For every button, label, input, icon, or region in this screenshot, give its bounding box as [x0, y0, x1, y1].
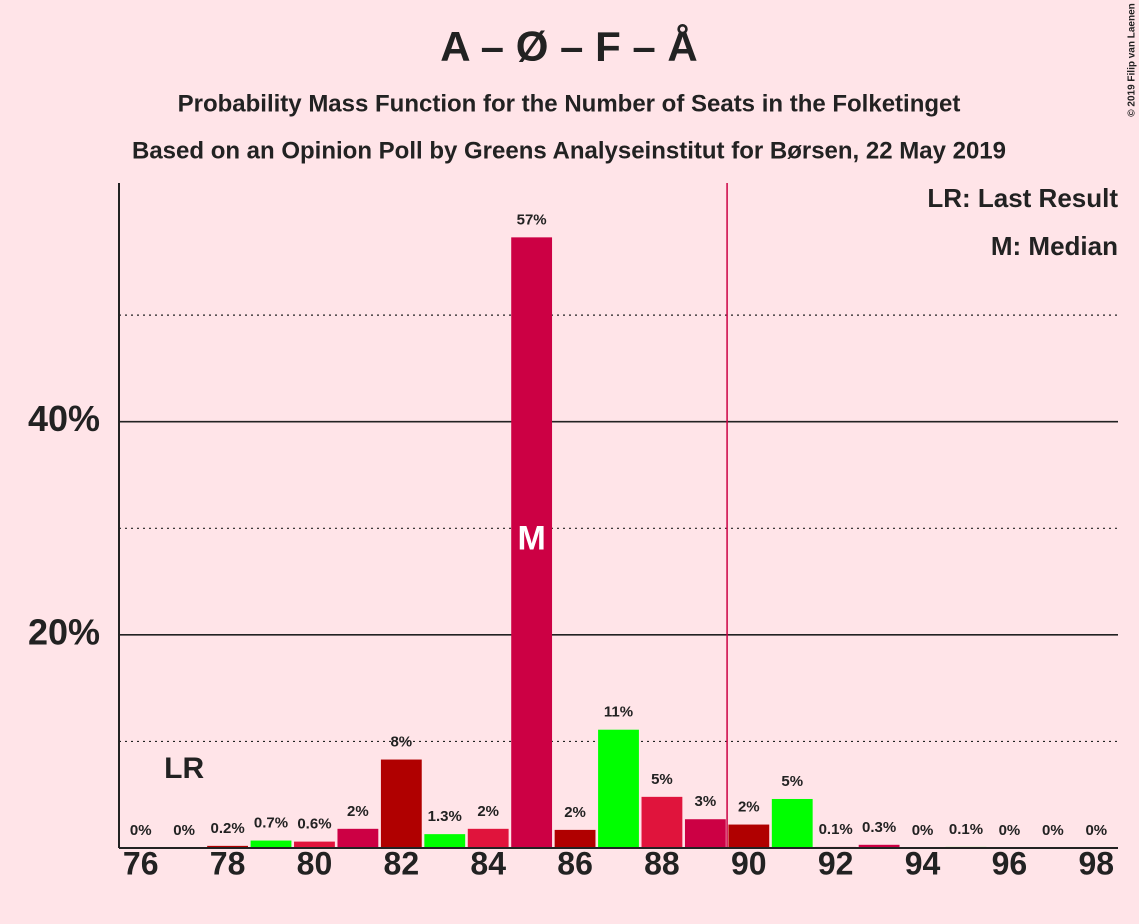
x-tick-label: 90	[731, 845, 767, 881]
x-tick-label: 88	[644, 845, 680, 881]
bar	[511, 237, 553, 849]
value-label: 0%	[1085, 822, 1107, 839]
value-label: 0.2%	[210, 820, 244, 837]
last-result-marker: LR	[164, 752, 204, 785]
chart-source: Based on an Opinion Poll by Greens Analy…	[132, 137, 1006, 164]
value-label: 2%	[347, 803, 369, 820]
bar	[598, 729, 639, 848]
bar	[554, 829, 596, 848]
x-tick-label: 80	[297, 845, 333, 881]
bar	[467, 828, 509, 848]
copyright: © 2019 Filip van Laenen	[1127, 3, 1138, 117]
value-label: 0.1%	[819, 821, 853, 838]
bar	[207, 845, 249, 848]
bar	[250, 840, 292, 848]
value-label: 2%	[564, 804, 586, 821]
x-tick-label: 96	[992, 845, 1028, 881]
bar	[684, 819, 726, 848]
bar	[380, 759, 422, 848]
value-label: 2%	[738, 799, 760, 816]
value-label: 0%	[173, 822, 195, 839]
bar	[641, 796, 683, 848]
bar	[728, 824, 770, 848]
chart-subtitle: Probability Mass Function for the Number…	[178, 90, 961, 117]
value-label: 0.1%	[949, 821, 983, 838]
bar	[424, 834, 466, 848]
chart-title: A – Ø – F – Å	[440, 23, 698, 70]
value-label: 0%	[130, 822, 152, 839]
bar	[294, 841, 335, 848]
value-label: 8%	[390, 734, 412, 751]
value-label: 2%	[477, 803, 499, 820]
bar	[771, 798, 813, 848]
legend-entry: LR: Last Result	[927, 183, 1118, 213]
value-label: 0.7%	[254, 815, 288, 832]
median-marker: M	[517, 520, 545, 558]
value-label: 5%	[781, 773, 803, 790]
value-label: 1.3%	[428, 808, 462, 825]
value-label: 0%	[999, 822, 1021, 839]
value-label: 57%	[517, 211, 547, 228]
bar	[337, 828, 379, 848]
x-tick-label: 92	[818, 845, 854, 881]
value-label: 11%	[604, 704, 633, 721]
value-label: 0%	[1042, 822, 1064, 839]
legend-entry: M: Median	[991, 231, 1118, 261]
value-label: 0%	[912, 822, 934, 839]
x-tick-label: 82	[384, 845, 420, 881]
x-tick-label: 86	[557, 845, 593, 881]
x-tick-label: 94	[905, 845, 941, 881]
x-tick-label: 76	[123, 845, 159, 881]
y-tick-label: 20%	[28, 611, 100, 652]
value-label: 0.6%	[297, 816, 331, 833]
value-label: 0.3%	[862, 819, 896, 836]
y-tick-label: 40%	[28, 398, 100, 439]
x-tick-label: 78	[210, 845, 246, 881]
bar	[858, 844, 900, 848]
value-label: 3%	[695, 793, 717, 810]
x-tick-label: 84	[470, 845, 506, 881]
x-tick-label: 98	[1078, 845, 1114, 881]
value-label: 5%	[651, 771, 673, 788]
